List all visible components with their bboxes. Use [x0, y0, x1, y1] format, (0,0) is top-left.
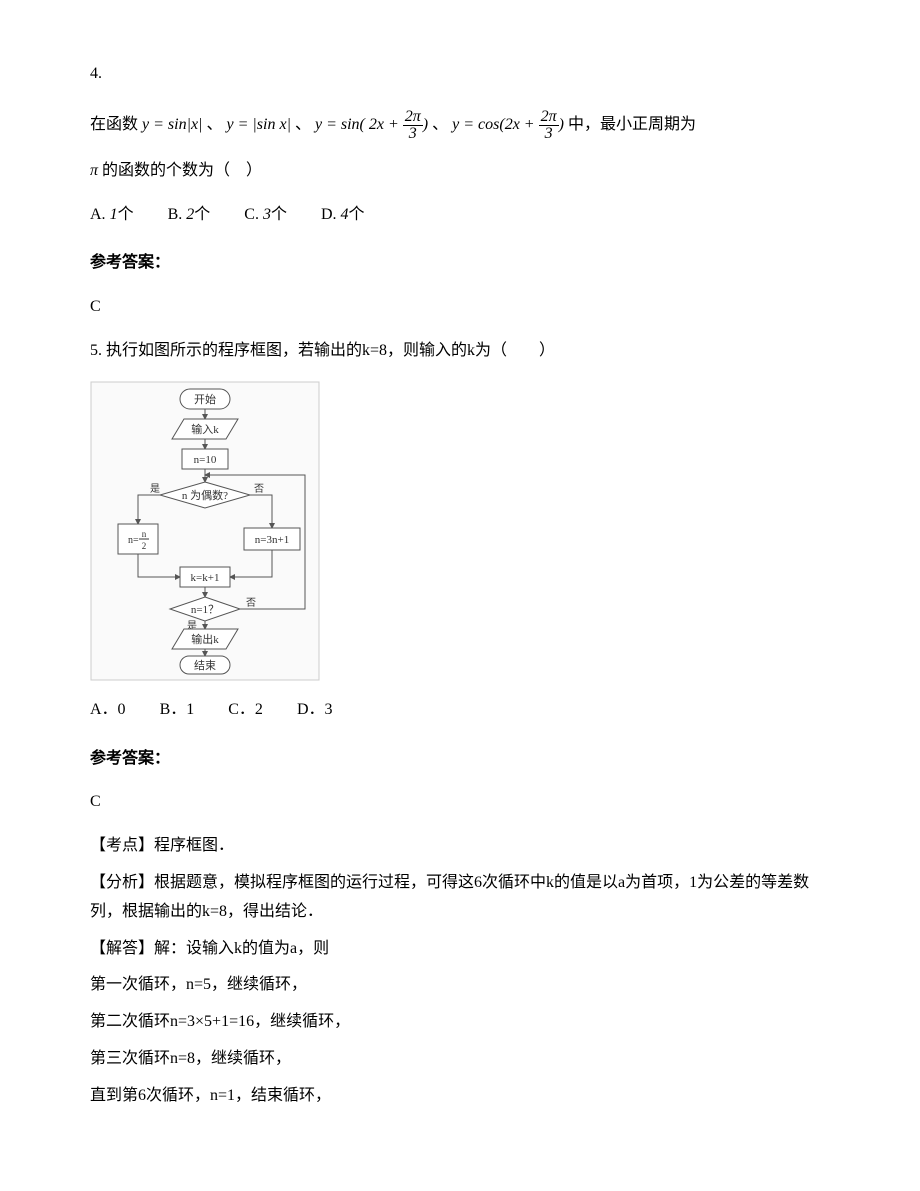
q5-step4: 直到第6次循环，n=1，结束循环， [90, 1082, 830, 1111]
q5-answer: C [90, 788, 830, 817]
svg-text:n=: n= [128, 535, 139, 546]
q4-prefix: 在函数 [90, 116, 138, 133]
q5-option-c: C．2 [228, 696, 263, 725]
q5-step1: 第一次循环，n=5，继续循环， [90, 971, 830, 1000]
svg-text:n=10: n=10 [194, 454, 217, 466]
svg-text:n=1？: n=1？ [191, 604, 219, 616]
svg-text:是: 是 [150, 483, 160, 495]
q4-func4: y = cos(2x + 2π3) [452, 116, 568, 133]
q4-option-b: B. 2个 [168, 201, 211, 230]
q5-stem: 5. 执行如图所示的程序框图，若输出的k=8，则输入的k为（ ） [90, 337, 830, 366]
q5-step2: 第二次循环n=3×5+1=16，继续循环， [90, 1008, 830, 1037]
svg-text:输入k: 输入k [191, 422, 219, 436]
q5-option-b: B．1 [160, 696, 195, 725]
q4-sep1: 、 [206, 116, 222, 133]
svg-text:n=3n+1: n=3n+1 [255, 534, 289, 546]
q4-option-c: C. 3个 [244, 201, 287, 230]
q4-sep2: 、 [295, 116, 311, 133]
q4-option-a: A. 1个 [90, 201, 134, 230]
q5-option-a: A．0 [90, 696, 126, 725]
q4-tail: 的函数的个数为（ ） [102, 162, 262, 179]
q4-number: 4. [90, 60, 830, 89]
svg-text:开始: 开始 [194, 392, 216, 406]
svg-text:n 为偶数?: n 为偶数? [182, 489, 228, 502]
q4-func2: y = |sin x| [227, 116, 291, 133]
q5-flowchart: 是否否是开始输入kn=10n 为偶数?n=n2n=3n+1k=k+1n=1？输出… [90, 381, 830, 681]
svg-text:2: 2 [142, 541, 147, 551]
svg-text:n: n [142, 529, 147, 539]
q4-answer-label: 参考答案： [90, 249, 830, 278]
svg-text:否: 否 [254, 483, 264, 495]
svg-text:否: 否 [246, 597, 256, 609]
q5-answer-label: 参考答案： [90, 745, 830, 774]
q5-options: A．0 B．1 C．2 D．3 [90, 696, 830, 725]
q5-fenxi: 【分析】根据题意，模拟程序框图的运行过程，可得这6次循环中k的值是以a为首项，1… [90, 869, 830, 927]
q4-stem-line1: 在函数 y = sin|x| 、 y = |sin x| 、 y = sin( … [90, 109, 830, 142]
svg-text:结束: 结束 [194, 659, 216, 672]
q4-option-d: D. 4个 [321, 201, 365, 230]
q4-func1: y = sin|x| [142, 116, 202, 133]
q4-pi: π [90, 162, 98, 179]
q5-jieda-head: 【解答】解：设输入k的值为a，则 [90, 935, 830, 964]
q4-answer: C [90, 293, 830, 322]
flowchart-svg: 是否否是开始输入kn=10n 为偶数?n=n2n=3n+1k=k+1n=1？输出… [90, 381, 320, 681]
q4-func3: y = sin( 2x + 2π3) [315, 116, 432, 133]
svg-text:输出k: 输出k [191, 632, 219, 646]
q4-stem-line2: π 的函数的个数为（ ） [90, 157, 830, 186]
svg-text:k=k+1: k=k+1 [191, 572, 220, 584]
q4-options: A. 1个 B. 2个 C. 3个 D. 4个 [90, 201, 830, 230]
q4-suffix: 中，最小正周期为 [568, 116, 696, 133]
q5-kaodian: 【考点】程序框图． [90, 832, 830, 861]
q5-option-d: D．3 [297, 696, 333, 725]
q4-sep3: 、 [432, 116, 448, 133]
q5-step3: 第三次循环n=8，继续循环， [90, 1045, 830, 1074]
